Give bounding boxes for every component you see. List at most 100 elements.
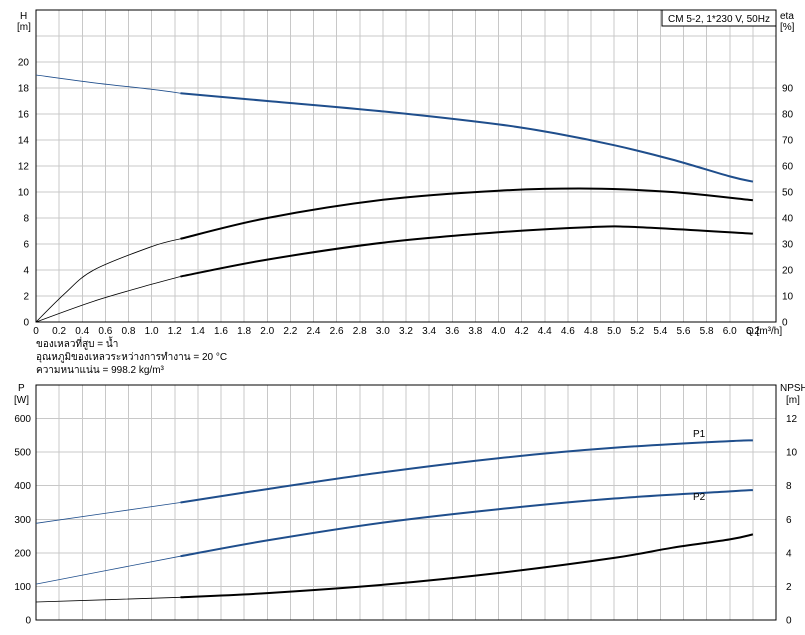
x-tick-label: 5.2: [630, 326, 644, 337]
labels: 0 0.2 0.4 0.6 0.8 1.0 1.2 1.4 1.6 1.8 2.0 2.2 2.4 2.6…: [14, 9, 805, 627]
x-axis-title: Q [m³/h]: [746, 326, 782, 337]
x-tick-label: 5.4: [653, 326, 667, 337]
x-tick-label: 2.0: [260, 326, 274, 337]
fluid-note: ของเหลวที่สูบ = น้ำ: [36, 336, 118, 350]
series-label-p1: P1: [693, 429, 706, 440]
y-tick-label-right: 10: [786, 448, 798, 459]
efficiency-thick-curve-thin: [35, 276, 181, 323]
y-tick-label-left: 100: [14, 582, 31, 593]
x-tick-label: 3.4: [422, 326, 436, 337]
y-tick-label-left: 16: [18, 110, 30, 121]
y-tick-label-right: 8: [786, 481, 792, 492]
x-tick-label: 1.8: [237, 326, 251, 337]
p1-power-curve-thin: [35, 502, 181, 524]
npsh-curve: [180, 533, 754, 599]
y-tick-label-right: 6: [786, 515, 792, 526]
x-tick-label: 2.4: [307, 326, 321, 337]
x-tick-label: 4.8: [584, 326, 598, 337]
fluid-note: ความหนาแน่น = 998.2 kg/m³: [36, 365, 165, 376]
y-axis-unit-left: [W]: [14, 395, 29, 406]
x-tick-label: 0.2: [52, 326, 66, 337]
curves: [35, 74, 754, 603]
y-tick-label-left: 12: [18, 162, 30, 173]
y-tick-label-right: 60: [782, 162, 794, 173]
x-tick-label: 3.0: [376, 326, 390, 337]
p2-power-curve: [180, 489, 753, 558]
y-tick-label-left: 0: [25, 616, 31, 627]
y-tick-label-left: 2: [23, 292, 29, 303]
fluid-note: อุณหภูมิของเหลวระหว่างการทำงาน = 20 °C: [36, 352, 227, 363]
y-tick-label-right: 50: [782, 188, 794, 199]
bottom-grid: [35, 384, 777, 621]
y-tick-label-right: 10: [782, 292, 794, 303]
y-tick-label-left: 18: [18, 84, 30, 95]
y-tick-label-right: 2: [786, 582, 792, 593]
x-tick-label: 2.8: [353, 326, 367, 337]
y-tick-label-left: 8: [23, 214, 29, 225]
legend-text: CM 5-2, 1*230 V, 50Hz: [668, 14, 770, 25]
y-tick-label-left: 6: [23, 240, 29, 251]
efficiency-thick-curve: [180, 225, 753, 278]
y-tick-label-left: 4: [23, 266, 29, 277]
y-tick-label-left: 20: [18, 58, 30, 69]
y-tick-label-left: 400: [14, 481, 31, 492]
y-tick-label-left: 500: [14, 448, 31, 459]
y-axis-title-left: P: [18, 383, 25, 394]
y-tick-label-left: 200: [14, 548, 31, 559]
x-tick-label: 4.0: [492, 326, 506, 337]
y-tick-label-right: 30: [782, 240, 794, 251]
y-axis-title-right: eta: [780, 11, 794, 22]
x-tick-label: 6.0: [723, 326, 737, 337]
y-axis-title-left: H: [20, 11, 27, 22]
top-plot-frame: [35, 9, 777, 323]
x-tick-label: 5.8: [700, 326, 714, 337]
top-grid: [35, 9, 777, 323]
x-tick-label: 5.6: [677, 326, 691, 337]
head-curve: [180, 92, 754, 183]
y-tick-label-right: 12: [786, 414, 798, 425]
y-axis-unit-left: [m]: [17, 22, 31, 33]
legend-box: [661, 9, 777, 27]
y-tick-label-right: 90: [782, 84, 794, 95]
y-axis-unit-right: [m]: [786, 395, 800, 406]
y-tick-label-right: 40: [782, 214, 794, 225]
p1-power-curve: [180, 439, 753, 504]
bottom-plot-frame: [35, 384, 777, 621]
npsh-curve-thin: [35, 596, 181, 603]
y-tick-label-right: 0: [782, 318, 788, 329]
p2-power-curve-thin: [35, 555, 181, 585]
x-tick-label: 4.4: [538, 326, 552, 337]
x-tick-label: 1.4: [191, 326, 205, 337]
x-tick-label: 4.2: [515, 326, 529, 337]
x-tick-label: 4.6: [561, 326, 575, 337]
y-tick-label-right: 4: [786, 548, 792, 559]
y-tick-label-right: 70: [782, 136, 794, 147]
x-tick-label: 0.4: [75, 326, 89, 337]
y-tick-label-right: 20: [782, 266, 794, 277]
x-tick-label: 0: [33, 326, 39, 337]
x-tick-label: 3.2: [399, 326, 413, 337]
x-tick-label: 2.6: [330, 326, 344, 337]
x-tick-label: 3.6: [445, 326, 459, 337]
y-axis-title-right: NPSH: [780, 383, 805, 394]
x-tick-label: 2.2: [283, 326, 297, 337]
x-tick-label: 1.6: [214, 326, 228, 337]
y-tick-label-left: 14: [18, 136, 30, 147]
series-label-p2: P2: [693, 492, 706, 503]
y-axis-unit-right: [%]: [780, 22, 795, 33]
head-curve-thin: [35, 74, 181, 94]
x-tick-label: 0.8: [122, 326, 136, 337]
x-tick-label: 1.2: [168, 326, 182, 337]
efficiency-curve: [180, 187, 754, 240]
x-tick-label: 0.6: [98, 326, 112, 337]
efficiency-curve-thin: [35, 238, 181, 323]
y-tick-label-right: 80: [782, 110, 794, 121]
x-tick-label: 6.2: [746, 326, 760, 337]
y-tick-label-left: 10: [18, 188, 30, 199]
y-tick-label-left: 300: [14, 515, 31, 526]
x-tick-label: 1.0: [145, 326, 159, 337]
y-tick-label-left: 0: [23, 318, 29, 329]
y-tick-label-right: 0: [786, 616, 792, 627]
y-tick-label-left: 600: [14, 414, 31, 425]
